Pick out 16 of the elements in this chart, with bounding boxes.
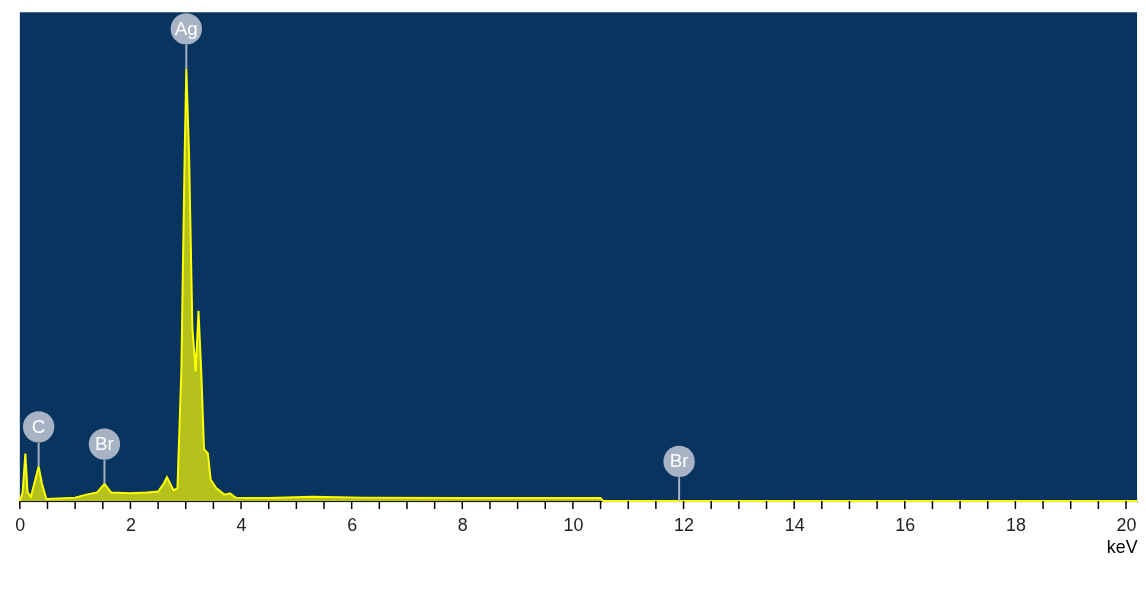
x-tick-label: 2	[125, 515, 136, 536]
x-tick-label: 8	[457, 515, 468, 536]
x-axis-title: keV	[1106, 537, 1138, 558]
annotation: Ag	[174, 17, 198, 39]
x-tick-label: 16	[895, 515, 916, 536]
x-tick-label: 14	[784, 515, 805, 536]
annotation: Br	[95, 433, 114, 455]
x-tick-label: 12	[674, 515, 695, 536]
x-tick-label: 20	[1116, 515, 1137, 536]
annotation: C	[31, 415, 46, 437]
annotation: Br	[669, 450, 689, 472]
x-tick-label: 10	[563, 515, 584, 536]
x-tick-label: 18	[1005, 515, 1026, 536]
x-tick-label: 4	[236, 515, 247, 536]
x-tick-label: 6	[347, 515, 358, 536]
x-tick-label: 0	[15, 515, 26, 536]
